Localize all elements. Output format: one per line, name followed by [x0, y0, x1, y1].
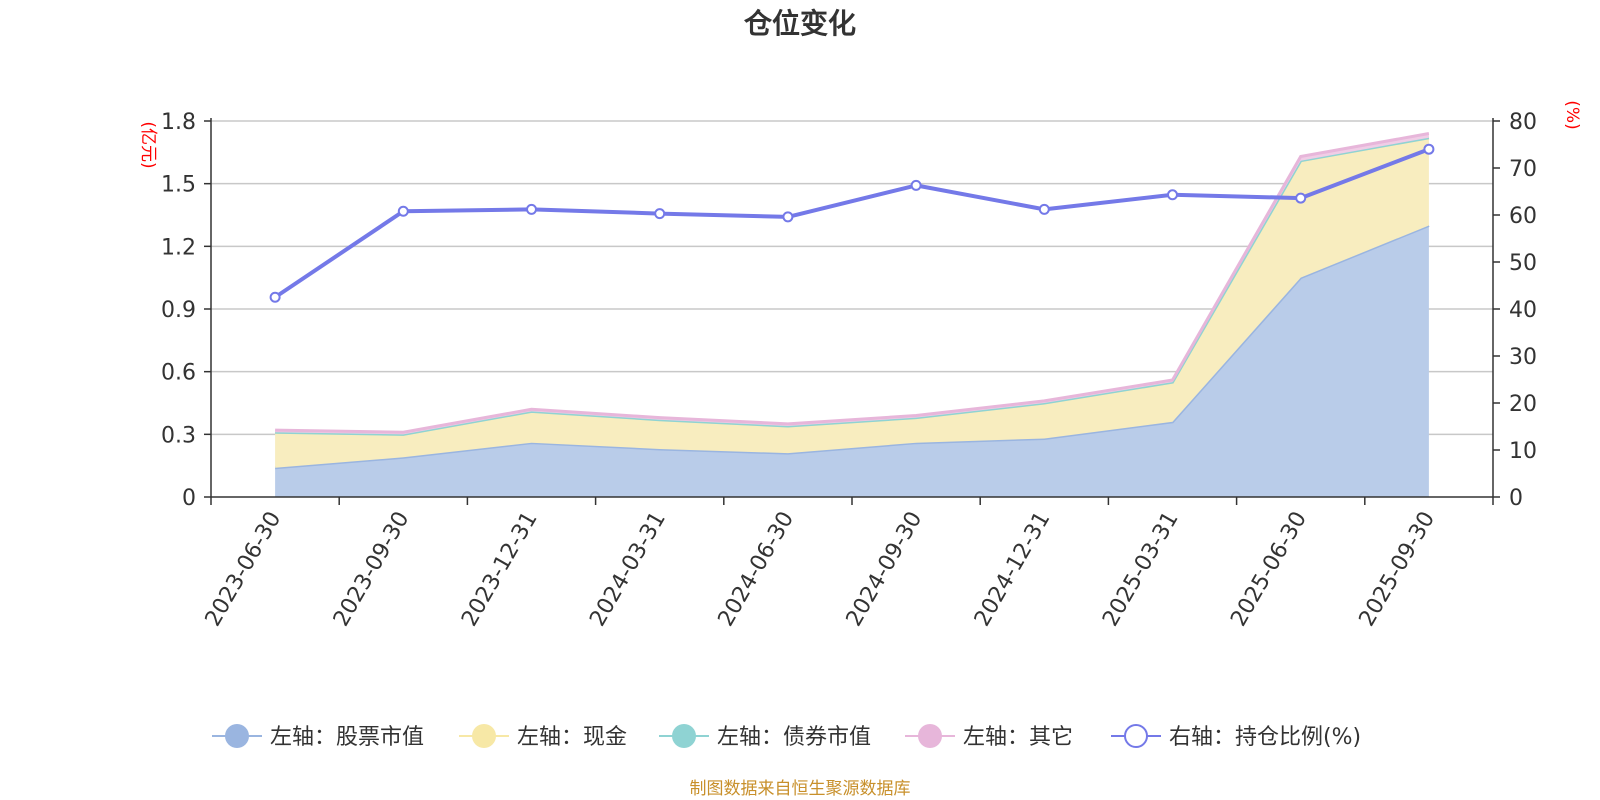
right-axis-tick-label: 0 — [1509, 486, 1523, 511]
legend-circle-icon — [918, 724, 942, 748]
position-ratio-point — [1423, 143, 1435, 155]
legend-label: 左轴：现金 — [517, 725, 627, 750]
right-axis-tick-label: 40 — [1509, 298, 1537, 323]
legend: 左轴：股票市值 左轴：现金 左轴：债券市值 左轴：其它 右轴：持仓比例(%) — [212, 724, 1361, 750]
left-axis-tick-label: 0.6 — [161, 361, 196, 386]
legend-circle-icon — [225, 724, 249, 748]
right-axis-tick-label: 20 — [1509, 392, 1537, 417]
legend-label: 右轴：持仓比例(%) — [1169, 725, 1361, 750]
position-ratio-point — [1167, 189, 1178, 201]
stacked-areas — [274, 132, 1430, 497]
x-axis-tick-label: 2024-06-30 — [714, 508, 800, 631]
left-axis-tick-label: 0 — [182, 486, 196, 511]
x-axis-tick-label: 2025-03-31 — [1098, 508, 1184, 631]
left-axis-unit: (亿元) — [138, 121, 158, 168]
right-axis-tick-label: 10 — [1509, 439, 1537, 464]
legend-label: 左轴：股票市值 — [270, 725, 424, 750]
x-axis-tick-label: 2024-12-31 — [970, 508, 1056, 631]
x-axis-tick-label: 2023-12-31 — [457, 508, 543, 631]
x-axis-tick-label: 2025-06-30 — [1226, 508, 1312, 631]
left-axis-tick-label: 0.9 — [161, 298, 196, 323]
left-axis-tick-label: 1.2 — [161, 235, 196, 260]
position-ratio-point — [526, 203, 537, 215]
legend-circle-icon — [672, 724, 696, 748]
legend-label: 左轴：债券市值 — [717, 725, 871, 750]
right-axis-tick-label: 70 — [1509, 157, 1537, 182]
right-axis-unit: (%) — [1562, 100, 1582, 129]
position-ratio-point — [269, 291, 281, 303]
position-ratio-point — [1038, 203, 1050, 215]
x-axis-tick-label: 2024-09-30 — [842, 508, 928, 631]
position-ratio-point — [397, 205, 409, 217]
right-axis-tick-label: 60 — [1509, 204, 1537, 229]
x-axis-tick-label: 2023-06-30 — [201, 508, 287, 631]
left-axis-tick-label: 1.8 — [161, 110, 196, 135]
area-series-3-edge — [275, 132, 1430, 434]
position-ratio-point — [1295, 192, 1307, 204]
x-axis-tick-label: 2023-09-30 — [329, 508, 415, 631]
left-axis-tick-label: 0.3 — [161, 423, 196, 448]
position-ratio-polyline — [273, 147, 1430, 299]
legend-circle-icon — [472, 724, 496, 748]
right-axis-tick-label: 30 — [1509, 345, 1537, 370]
right-axis-tick-label: 80 — [1509, 110, 1537, 135]
position-ratio-point — [782, 211, 794, 223]
chart-title: 仓位变化 — [744, 7, 856, 40]
x-axis-tick-label: 2024-03-31 — [585, 508, 671, 631]
x-axis-tick-label: 2025-09-30 — [1355, 508, 1441, 631]
area-series-0 — [275, 225, 1429, 497]
left-axis-tick-label: 1.5 — [161, 173, 196, 198]
right-axis-tick-label: 50 — [1509, 251, 1537, 276]
position-ratio-point — [654, 208, 666, 220]
data-source-note: 制图数据来自恒生聚源数据库 — [690, 779, 911, 799]
position-ratio-point — [910, 179, 922, 191]
legend-label: 左轴：其它 — [963, 725, 1073, 750]
legend-hollow-circle-icon — [1124, 724, 1148, 748]
position-ratio-line — [269, 143, 1435, 303]
